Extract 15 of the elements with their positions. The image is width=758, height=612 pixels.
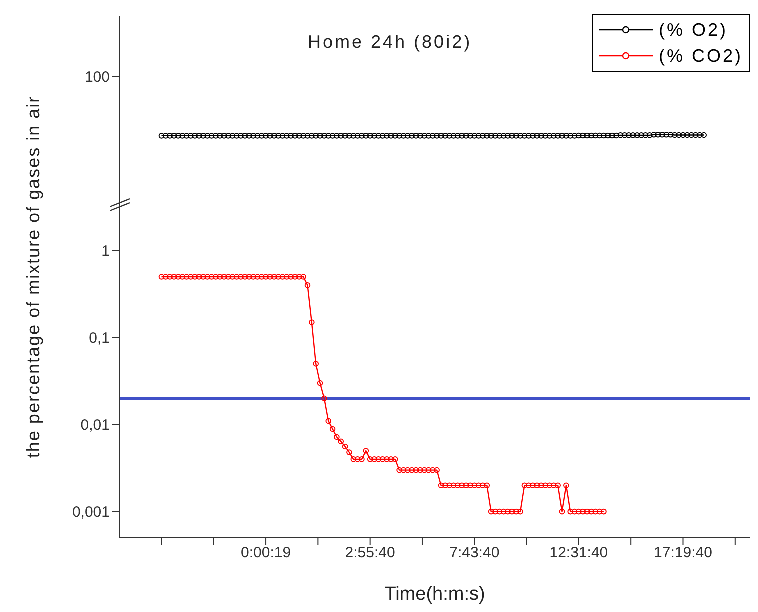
legend-label: (% O2) — [658, 20, 728, 40]
y-tick-label: 100 — [84, 69, 110, 86]
y-tick-label: 0,1 — [89, 330, 110, 348]
x-tick-label: 17:19:40 — [654, 544, 712, 562]
y-tick-label: 1 — [102, 243, 110, 260]
x-tick-label: 12:31:40 — [550, 544, 608, 562]
text: Home 24h (80i2) — [308, 32, 472, 53]
x-tick-label: 7:43:40 — [450, 544, 500, 562]
y-axis-title: the percentage of mixture of gases in air — [24, 96, 44, 458]
legend-label: (% CO2) — [658, 46, 743, 66]
y-tick-label: 0,01 — [80, 417, 110, 434]
x-tick-label: 0:00:19 — [241, 544, 292, 562]
x-axis-title: Time(h:m:s) — [384, 584, 486, 605]
y-tick-label: 0,001 — [72, 504, 110, 522]
x-tick-label: 2:55:40 — [345, 544, 396, 562]
